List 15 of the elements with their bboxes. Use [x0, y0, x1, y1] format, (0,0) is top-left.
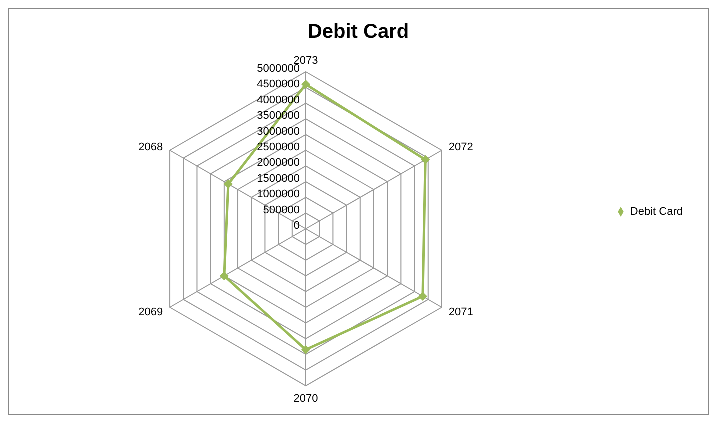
y-tick-label: 500000: [263, 204, 300, 216]
y-tick-label: 0: [294, 220, 300, 232]
y-tick-label: 4500000: [257, 78, 300, 91]
legend-label: Debit Card: [630, 206, 683, 218]
spoke-label: 2071: [448, 306, 474, 318]
spoke-label: 2069: [138, 306, 164, 318]
y-tick-label: 5000000: [257, 63, 300, 75]
spoke-label: 2072: [448, 141, 474, 154]
y-tick-label: 2500000: [257, 142, 300, 154]
y-tick-label: 1000000: [257, 188, 300, 201]
y-tick-label: 2000000: [257, 157, 300, 170]
spoke-label: 2068: [138, 141, 164, 154]
y-tick-label: 1500000: [257, 172, 300, 185]
spoke-label: 2070: [294, 392, 318, 405]
chart-title: Debit Card: [306, 21, 410, 44]
